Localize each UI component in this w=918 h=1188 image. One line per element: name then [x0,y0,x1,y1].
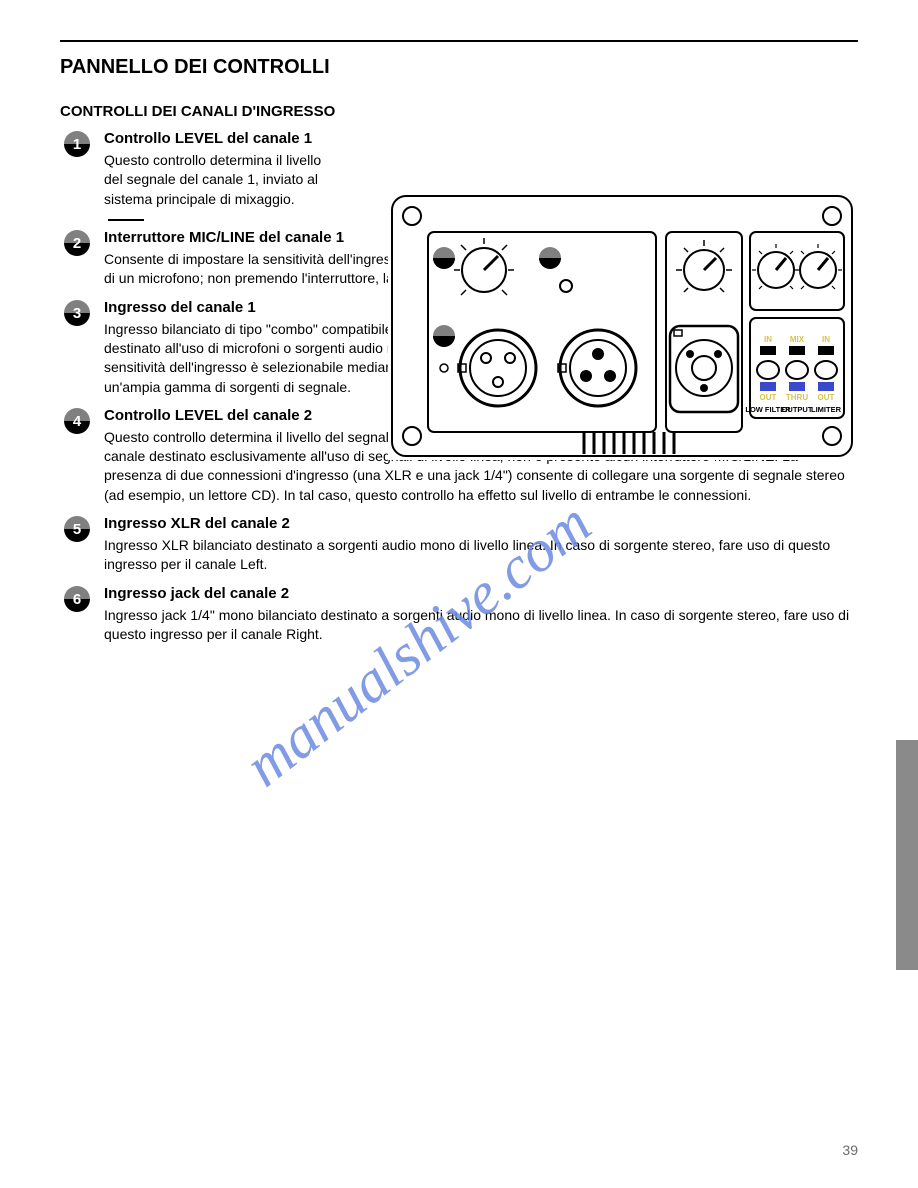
item-title: Ingresso XLR del canale 2 [104,515,858,532]
item-row: 5 Ingresso XLR del canale 2 Ingresso XLR… [60,515,858,575]
svg-text:OUT: OUT [760,393,777,402]
svg-text:IN: IN [822,335,830,344]
item-body: Ingresso jack del canale 2 Ingresso jack… [94,585,858,645]
bullet-6: 6 [60,585,94,613]
bullet-2: 2 [60,229,94,257]
item-row: 6 Ingresso jack del canale 2 Ingresso ja… [60,585,858,645]
item-text: Ingresso XLR bilanciato destinato a sorg… [104,536,858,575]
bullet-number: 3 [73,305,81,322]
item-title: Controllo LEVEL del canale 1 [104,130,324,147]
bullet-number: 5 [73,521,81,538]
svg-text:MIX: MIX [790,335,805,344]
subheading: CONTROLLI DEI CANALI D'INGRESSO [60,103,858,120]
bullet-number: 1 [73,136,81,153]
svg-text:IN: IN [764,335,772,344]
callout-1-icon [433,247,455,269]
item-body: Ingresso XLR del canale 2 Ingresso XLR b… [94,515,858,575]
page: PANNELLO DEI CONTROLLI CONTROLLI DEI CAN… [0,0,918,1188]
svg-text:THRU: THRU [786,393,808,402]
bullet-5: 5 [60,515,94,543]
item-text: Questo controllo determina il livello de… [104,151,324,209]
callout-3-icon [433,325,455,347]
item-title: Ingresso jack del canale 2 [104,585,858,602]
svg-text:LIMITER: LIMITER [811,405,842,414]
item-body: Controllo LEVEL del canale 1 Questo cont… [94,130,324,209]
section-title: PANNELLO DEI CONTROLLI [60,56,858,79]
item-text: Ingresso jack 1/4" mono bilanciato desti… [104,606,858,645]
bullet-1: 1 [60,130,94,158]
control-panel-diagram: IN OUT LOW FILTER MIX THRU OUTPUT IN [388,192,856,460]
bullet-number: 6 [73,591,81,608]
separator [108,219,144,221]
callout-2-icon [539,247,561,269]
svg-text:OUTPUT: OUTPUT [782,405,813,414]
bullet-3: 3 [60,299,94,327]
bullet-4: 4 [60,407,94,435]
svg-text:OUT: OUT [818,393,835,402]
header-rule [60,40,858,42]
bullet-number: 2 [73,235,81,252]
bullet-number: 4 [73,413,82,430]
page-number: 39 [842,1142,858,1158]
side-tab [896,740,918,970]
